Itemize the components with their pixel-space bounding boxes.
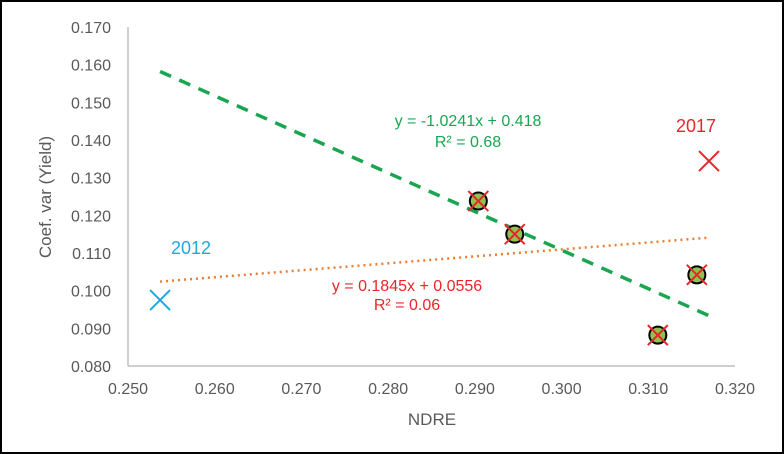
x-axis-label: NDRE	[408, 410, 456, 429]
orange-trend-r2: R² = 0.06	[374, 297, 440, 314]
x-tick-label: 0.270	[281, 381, 321, 398]
x-tick-label: 0.280	[368, 381, 408, 398]
y-tick-label: 0.130	[71, 171, 111, 188]
y-tick-label: 0.170	[71, 20, 111, 37]
y-tick-label: 0.110	[72, 246, 111, 263]
y-tick-label: 0.160	[71, 58, 111, 75]
label-2017: 2017	[676, 116, 716, 136]
y-tick-label: 0.140	[71, 133, 111, 150]
x-tick-label: 0.300	[542, 381, 582, 398]
data-point	[686, 264, 708, 286]
axes: 0.250 0.260 0.270 0.280 0.290 0.300 0.310 0.320…	[71, 20, 755, 398]
x-marker	[686, 264, 708, 286]
x-tick-label: 0.290	[455, 381, 495, 398]
green-dashed-trendline	[159, 69, 710, 318]
y-tick-label: 0.080	[71, 359, 111, 376]
x-tick-label: 0.250	[108, 381, 148, 398]
trendlines	[159, 69, 710, 318]
data-point	[467, 190, 490, 212]
green-trend-equation: y = -1.0241x + 0.418	[395, 113, 542, 130]
outlier-x-marker-2017	[698, 150, 720, 172]
orange-dotted-trendline	[159, 236, 710, 283]
x-marker	[467, 190, 490, 212]
orange-trend-equation: y = 0.1845x + 0.0556	[332, 278, 482, 295]
x-marker	[504, 223, 526, 245]
y-tick-label: 0.150	[71, 95, 111, 112]
y-axis-label: Coef. var (Yield)	[36, 136, 55, 258]
data-points	[149, 150, 720, 346]
y-tick-label: 0.100	[71, 284, 111, 301]
x-tick-label: 0.310	[628, 381, 668, 398]
green-trend-r2: R² = 0.68	[435, 134, 501, 151]
outlier-x-marker-2012	[149, 289, 171, 311]
y-tick-label: 0.120	[71, 208, 111, 225]
label-2012: 2012	[171, 238, 211, 258]
data-point	[504, 223, 526, 245]
x-tick-label: 0.320	[715, 381, 755, 398]
data-point	[647, 324, 669, 346]
x-tick-label: 0.260	[195, 381, 235, 398]
y-tick-label: 0.090	[71, 321, 111, 338]
x-marker	[647, 324, 669, 346]
